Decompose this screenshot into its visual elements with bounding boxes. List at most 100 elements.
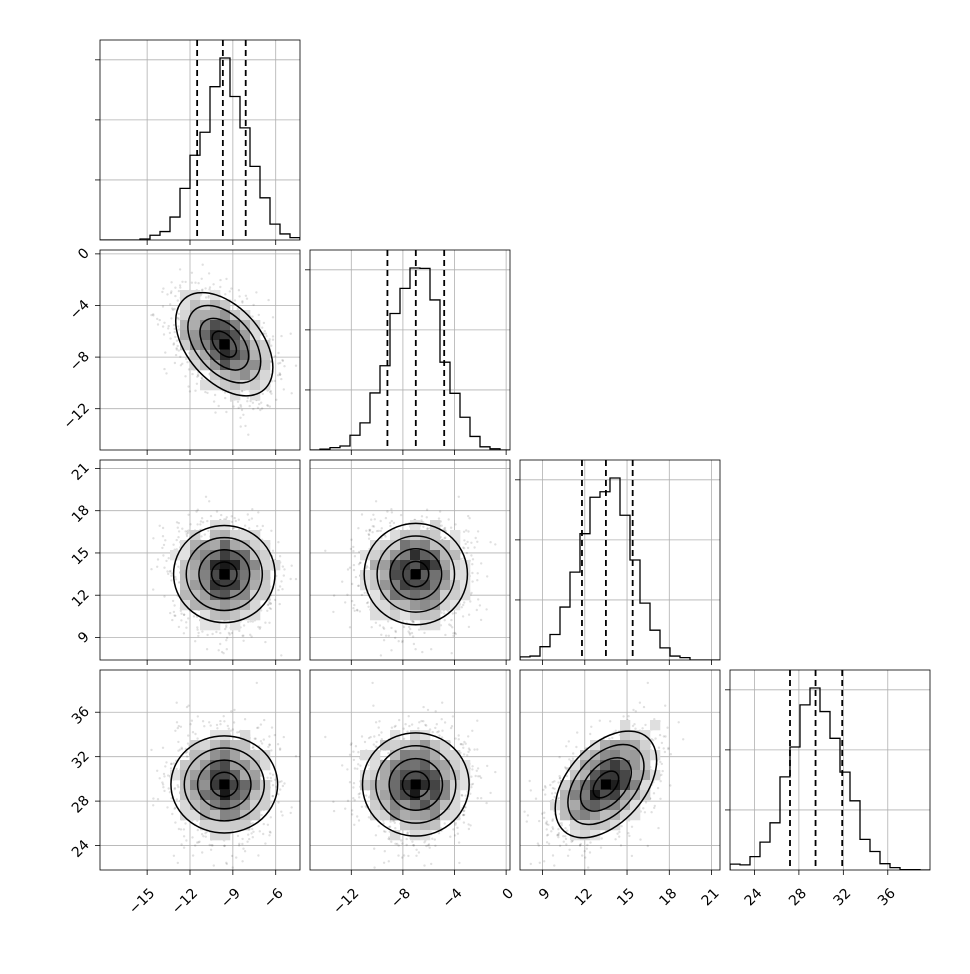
sample-point — [269, 607, 271, 609]
sample-point — [197, 632, 199, 634]
sample-point — [191, 272, 193, 274]
sample-point — [173, 611, 175, 613]
sample-point — [426, 527, 428, 529]
sample-point — [150, 568, 152, 570]
sample-point — [260, 609, 262, 611]
sample-point — [291, 565, 293, 567]
sample-point — [197, 635, 199, 637]
sample-point — [152, 588, 154, 590]
density-cell — [400, 600, 410, 610]
sample-point — [371, 531, 373, 533]
sample-point — [191, 373, 193, 375]
histogram-1 — [100, 58, 300, 240]
sample-point — [179, 284, 181, 286]
density-cell — [370, 570, 380, 580]
density-peak — [411, 569, 421, 579]
sample-point — [394, 637, 396, 639]
sample-point — [458, 496, 460, 498]
sample-point — [249, 405, 251, 407]
sample-point — [238, 295, 240, 297]
sample-point — [196, 383, 198, 385]
sample-point — [164, 351, 166, 353]
sample-point — [454, 523, 456, 525]
sample-point — [240, 425, 242, 427]
sample-point — [257, 511, 259, 513]
sample-point — [463, 601, 465, 603]
sample-point — [279, 362, 281, 364]
sample-point — [380, 530, 382, 532]
sample-point — [247, 397, 249, 399]
sample-point — [215, 631, 217, 633]
sample-point — [394, 630, 396, 632]
sample-point — [252, 408, 254, 410]
sample-point — [280, 335, 282, 337]
sample-point — [480, 562, 482, 564]
sample-point — [152, 537, 154, 539]
density-cell — [410, 600, 420, 610]
sample-point — [183, 632, 185, 634]
sample-point — [234, 299, 236, 301]
density-cell — [240, 370, 250, 380]
sample-point — [177, 299, 179, 301]
sample-point — [255, 291, 257, 293]
sample-point — [376, 530, 378, 532]
density-cell — [200, 570, 210, 580]
sample-point — [175, 578, 177, 580]
histogram-2 — [310, 268, 510, 450]
sample-point — [173, 324, 175, 326]
sample-point — [238, 289, 240, 291]
sample-point — [476, 541, 478, 543]
sample-point — [180, 828, 182, 830]
sample-point — [157, 558, 159, 560]
sample-point — [352, 550, 354, 552]
sample-point — [381, 527, 383, 529]
sample-point — [279, 555, 281, 557]
sample-point — [156, 318, 158, 320]
sample-point — [224, 293, 226, 295]
sample-point — [161, 547, 163, 549]
sample-point — [412, 635, 414, 637]
sample-point — [168, 557, 170, 559]
sample-point — [485, 608, 487, 610]
sample-point — [302, 541, 304, 543]
sample-point — [229, 290, 231, 292]
y-tick-label: 0 — [75, 245, 93, 263]
sample-point — [162, 305, 164, 307]
sample-point — [177, 345, 179, 347]
sample-point — [252, 304, 254, 306]
sample-point — [361, 513, 363, 515]
panel-1-1 — [95, 40, 300, 245]
sample-point — [242, 414, 244, 416]
sample-point — [184, 375, 186, 377]
sample-point — [259, 409, 261, 411]
sample-point — [188, 368, 190, 370]
sample-point — [355, 576, 357, 578]
sample-point — [463, 539, 465, 541]
sample-point — [247, 621, 249, 623]
sample-point — [283, 365, 285, 367]
sample-point — [353, 604, 355, 606]
sample-point — [460, 558, 462, 560]
sample-point — [398, 640, 400, 642]
sample-point — [354, 610, 356, 612]
sample-point — [352, 607, 354, 609]
sample-point — [413, 643, 415, 645]
sample-point — [388, 635, 390, 637]
sample-point — [279, 603, 281, 605]
sample-point — [218, 405, 220, 407]
sample-point — [269, 405, 271, 407]
density-cell — [180, 550, 190, 560]
sample-point — [468, 626, 470, 628]
sample-point — [384, 535, 386, 537]
sample-point — [472, 558, 474, 560]
sample-point — [163, 333, 165, 335]
y-tick-label: 21 — [69, 460, 93, 484]
sample-point — [207, 530, 209, 532]
sample-point — [277, 541, 279, 543]
sample-point — [216, 510, 218, 512]
density-cell — [220, 550, 230, 560]
sample-point — [196, 629, 198, 631]
sample-point — [489, 541, 491, 543]
sample-point — [242, 635, 244, 637]
density-cell — [260, 360, 270, 370]
